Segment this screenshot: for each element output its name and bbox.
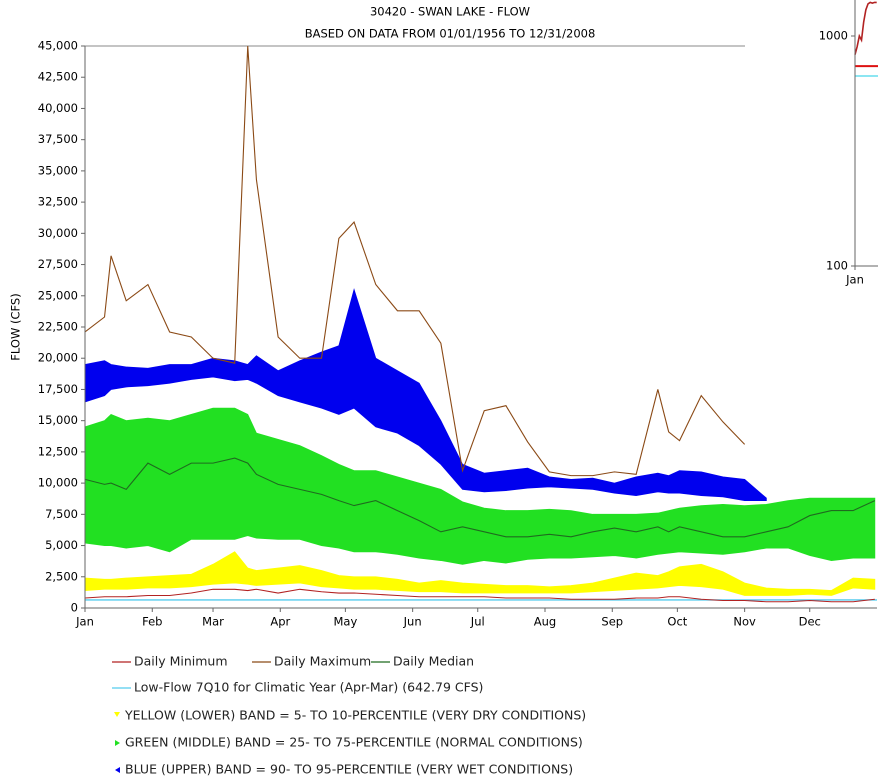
y-tick-label: 22,500 — [38, 320, 78, 334]
y-tick-label: 15,000 — [38, 413, 78, 427]
y-tick-label: 32,500 — [38, 195, 78, 209]
series-line — [84, 457, 876, 538]
y-tick-label: 100 — [826, 259, 848, 273]
y-tick-label: 5,000 — [45, 538, 78, 552]
legend-label: YELLOW (LOWER) BAND = 5- TO 10-PERCENTIL… — [124, 708, 586, 723]
y-tick-label: 27,500 — [38, 257, 78, 271]
x-tick-label: Jan — [845, 273, 864, 287]
series-line — [84, 588, 875, 603]
x-tick-label: Jun — [403, 615, 422, 629]
series-line — [84, 45, 746, 477]
x-tick-label: Jul — [470, 615, 485, 629]
legend: Daily Minimum Daily Maximum Daily Median Lo… — [112, 654, 586, 777]
series-line — [854, 1, 877, 55]
y-tick-label: 45,000 — [38, 39, 78, 53]
x-tick-label: Dec — [799, 615, 821, 629]
legend-marker — [115, 740, 120, 746]
y-tick-label: 2,500 — [45, 569, 78, 583]
y-tick-label: 30,000 — [38, 226, 78, 240]
x-tick-label: Oct — [667, 615, 687, 629]
x-tick-label: Apr — [270, 615, 290, 629]
x-tick-label: Feb — [142, 615, 162, 629]
y-tick-label: 12,500 — [38, 444, 78, 458]
legend-label: GREEN (MIDDLE) BAND = 25- TO 75-PERCENTI… — [125, 735, 583, 750]
legend-label: Daily Median — [393, 654, 474, 669]
legend-label: Low-Flow 7Q10 for Climatic Year (Apr-Mar… — [134, 680, 483, 695]
plot: 100 1000 Jan — [819, 0, 878, 287]
y-tick-label: 35,000 — [38, 163, 78, 177]
legend-marker — [114, 712, 120, 717]
y-tick-label: 37,500 — [38, 132, 78, 146]
y-tick-label: 10,000 — [38, 476, 78, 490]
band-area — [84, 407, 876, 565]
x-tick-label: Nov — [733, 615, 756, 629]
chart-subtitle: BASED ON DATA FROM 01/01/1956 TO 12/31/2… — [305, 27, 596, 41]
y-tick-label: 7,500 — [45, 507, 78, 521]
plot: 30420 - SWAN LAKE - FLOW BASED ON DATA FR… — [9, 5, 877, 629]
legend-label: BLUE (UPPER) BAND = 90- TO 95-PERCENTILE… — [125, 762, 573, 777]
band-area — [84, 288, 767, 501]
y-tick-label: 40,000 — [38, 101, 78, 115]
y-tick-label: 1000 — [819, 29, 848, 43]
x-tick-label: Aug — [534, 615, 556, 629]
x-tick-label: Mar — [202, 615, 224, 629]
x-tick-label: May — [333, 615, 357, 629]
legend-label: Daily Maximum — [274, 654, 371, 669]
x-tick-label: Jan — [75, 615, 94, 629]
legend-label: Daily Minimum — [134, 654, 228, 669]
x-tick-label: Sep — [601, 615, 623, 629]
band-area — [84, 551, 876, 596]
y-tick-label: 25,000 — [38, 288, 78, 302]
y-tick-label: 0 — [71, 601, 78, 615]
y-tick-label: 20,000 — [38, 351, 78, 365]
chart-title: 30420 - SWAN LAKE - FLOW — [370, 5, 530, 19]
y-tick-label: 42,500 — [38, 70, 78, 84]
y-axis-label: FLOW (CFS) — [9, 293, 23, 360]
y-tick-label: 17,500 — [38, 382, 78, 396]
legend-marker — [115, 767, 120, 773]
